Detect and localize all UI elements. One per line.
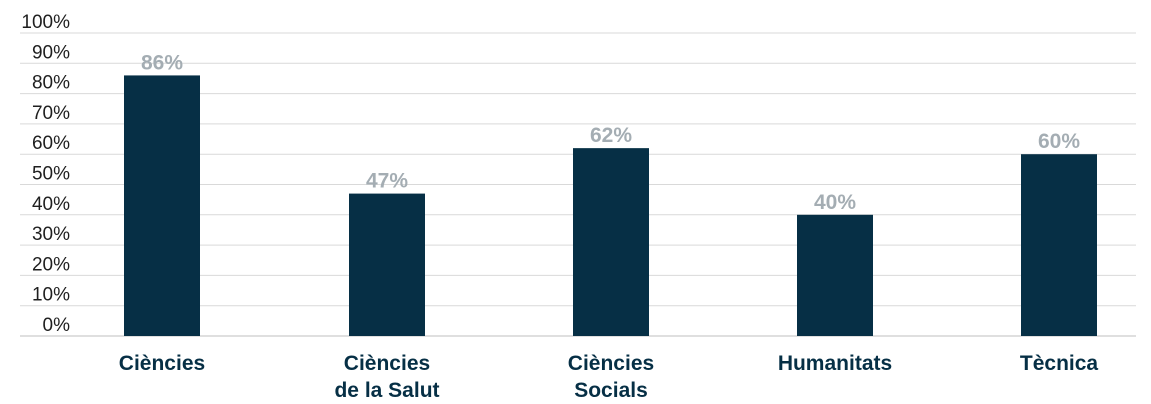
- data-label: 40%: [814, 191, 856, 214]
- y-tick-label: 0%: [43, 315, 71, 336]
- y-tick-label: 40%: [32, 194, 70, 215]
- y-tick-label: 30%: [32, 224, 70, 245]
- y-tick-label: 70%: [32, 103, 70, 124]
- y-tick-label: 60%: [32, 133, 70, 154]
- y-tick-label: 20%: [32, 254, 70, 275]
- data-label: 60%: [1038, 130, 1080, 153]
- bar: [124, 75, 200, 337]
- bar: [573, 148, 649, 336]
- data-label: 86%: [141, 51, 183, 74]
- y-tick-label: 90%: [32, 42, 70, 63]
- y-tick-label: 80%: [32, 73, 70, 94]
- bars: [124, 75, 1097, 337]
- bar: [349, 193, 425, 336]
- y-tick-label: 10%: [32, 285, 70, 306]
- category-label: Ciències Socials: [568, 352, 654, 402]
- category-label: Tècnica: [1020, 352, 1099, 375]
- data-label: 62%: [590, 124, 632, 147]
- y-tick-label: 100%: [21, 12, 70, 33]
- bar: [797, 214, 873, 336]
- category-label: Humanitats: [778, 352, 892, 375]
- category-label: Ciències: [119, 352, 205, 375]
- y-tick-label: 50%: [32, 164, 70, 185]
- x-axis-labels: Ciències Ciències de la Salut Ciències Socia…: [119, 352, 1099, 402]
- bar: [1021, 154, 1097, 336]
- y-axis-ticks: 0% 10% 20% 30% 40% 50% 60% 70% 80% 90% 100%: [21, 12, 70, 336]
- data-labels: 86% 47% 62% 40% 60%: [141, 51, 1080, 213]
- data-label: 47%: [366, 170, 408, 193]
- category-label: Ciències de la Salut: [334, 352, 439, 402]
